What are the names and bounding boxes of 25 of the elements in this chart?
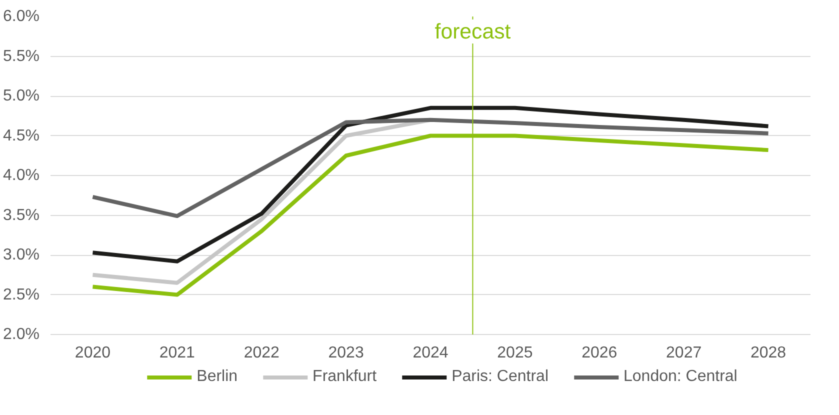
x-tick-label: 2021 xyxy=(159,344,196,362)
y-tick-label: 2.0% xyxy=(3,326,40,343)
x-tick-label: 2026 xyxy=(582,344,618,362)
line-series xyxy=(90,106,770,264)
ref-line-label: forecast xyxy=(434,20,511,44)
y-tick-label: 5.0% xyxy=(3,88,40,104)
x-tick-label: 2023 xyxy=(328,344,364,362)
y-tick-label: 4.5% xyxy=(3,127,40,144)
legend-label: Frankfurt xyxy=(312,368,377,386)
y-tick-label: 6.0% xyxy=(3,8,40,25)
legend-label: Berlin xyxy=(196,368,238,386)
x-tick-label: 2025 xyxy=(497,344,533,362)
y-tick-label: 5.5% xyxy=(3,48,40,65)
y-tick-label: 3.5% xyxy=(3,206,40,224)
legend-label: London: Central xyxy=(623,368,738,386)
x-tick-label: 2027 xyxy=(666,344,702,362)
legend-label: Paris: Central xyxy=(452,368,548,386)
line-series xyxy=(90,118,770,218)
x-tick-label: 2020 xyxy=(74,344,111,362)
y-tick-label: 4.0% xyxy=(3,167,40,184)
x-tick-label: 2024 xyxy=(412,344,448,362)
y-tick-label: 3.0% xyxy=(3,246,40,264)
y-tick-label: 2.5% xyxy=(3,286,40,304)
x-tick-label: 2028 xyxy=(750,344,786,362)
x-tick-label: 2022 xyxy=(244,344,280,362)
